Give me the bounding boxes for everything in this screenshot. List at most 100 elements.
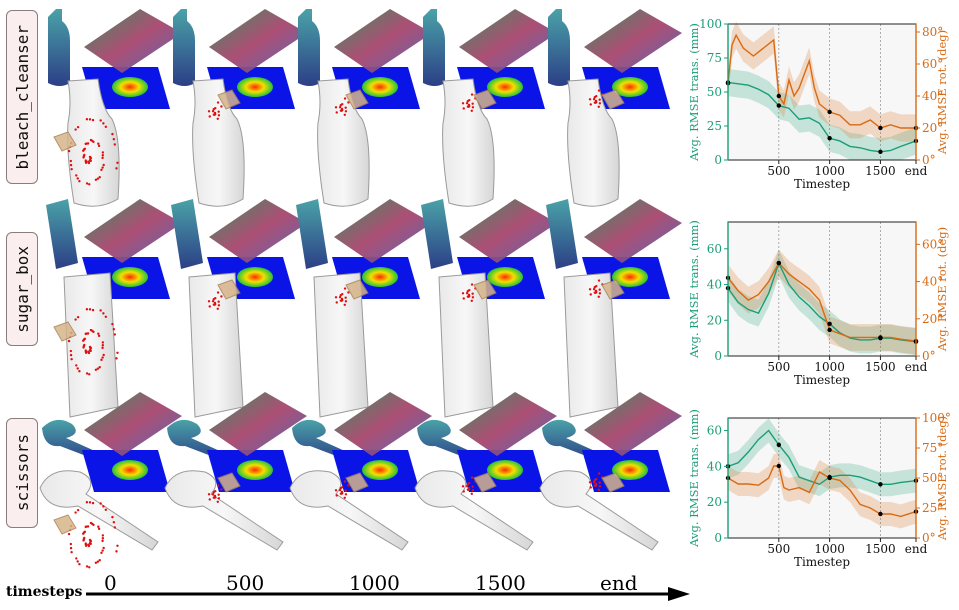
gripper-cube xyxy=(601,472,625,493)
gripper-cube xyxy=(345,279,369,300)
panel-r0-c3 xyxy=(423,9,557,207)
particle xyxy=(208,305,211,308)
particle xyxy=(91,118,95,122)
gripper-cube xyxy=(217,472,241,493)
particle xyxy=(88,308,92,311)
particle xyxy=(94,368,98,371)
trans-marker xyxy=(776,442,782,448)
y-right-tick-label: 60° xyxy=(922,57,943,71)
trans-marker xyxy=(878,482,883,487)
x-tick-label: 1000 xyxy=(814,542,845,556)
rot-marker xyxy=(827,327,832,333)
particle xyxy=(83,536,86,540)
particle xyxy=(70,167,73,171)
particle xyxy=(70,550,73,554)
particle xyxy=(471,106,475,109)
particle xyxy=(69,163,73,167)
particle xyxy=(86,525,90,528)
row-label-sugar-box: sugar_box xyxy=(6,232,38,346)
panel-r2-c2 xyxy=(289,392,432,551)
particle xyxy=(76,560,79,563)
feature-plane xyxy=(459,9,557,73)
rot-marker xyxy=(776,93,782,99)
feature-plane xyxy=(209,199,307,263)
particle xyxy=(465,485,469,488)
x-tick-label: 500 xyxy=(767,542,790,556)
y-left-tick-label: 0 xyxy=(714,153,722,167)
object-render xyxy=(421,199,453,269)
object-mesh xyxy=(567,78,620,207)
contact-blob xyxy=(112,267,148,287)
particle xyxy=(597,89,601,92)
particle xyxy=(84,542,87,545)
particle xyxy=(471,102,474,105)
feature-plane xyxy=(334,199,432,263)
rot-marker xyxy=(776,463,782,469)
particle xyxy=(462,490,465,493)
particle xyxy=(343,480,347,483)
particle xyxy=(70,357,73,361)
y-left-tick-label: 100 xyxy=(699,17,722,31)
particle xyxy=(92,140,95,144)
panel-r1-c2 xyxy=(296,199,432,418)
gripper-cube xyxy=(345,89,369,110)
chart-bleach-cleanser: 0 25 50 75 100 0° 20° 40° 60° 80° 500 1000 1500 end Ti… xyxy=(687,17,949,191)
particle xyxy=(96,560,100,563)
particle xyxy=(88,566,91,569)
timestep-label-0: 0 xyxy=(104,571,117,595)
particle xyxy=(589,486,592,489)
particle xyxy=(339,487,342,490)
particle xyxy=(88,501,92,504)
feature-plane xyxy=(209,9,307,73)
particle xyxy=(99,309,102,312)
particle xyxy=(76,125,80,129)
trans-marker xyxy=(776,103,782,108)
y-right-axis-label: Avg. RMSE rot. (deg) xyxy=(935,416,949,541)
particle xyxy=(592,98,596,101)
gripper-cube xyxy=(53,131,77,152)
particle xyxy=(343,113,346,116)
particle xyxy=(341,491,344,495)
particle xyxy=(113,333,117,336)
particle xyxy=(465,102,469,105)
panel-r0-c0 xyxy=(48,9,182,207)
particle xyxy=(214,302,217,306)
particle xyxy=(343,287,347,290)
particle xyxy=(347,101,350,104)
particle xyxy=(87,160,90,163)
particle xyxy=(470,492,473,495)
particle xyxy=(101,154,105,157)
y-left-axis-label: Avg. RMSE trans. (mm) xyxy=(687,220,701,359)
timesteps-title: timesteps xyxy=(6,584,83,600)
y-right-tick-label: 20° xyxy=(922,312,943,326)
particle xyxy=(115,550,118,553)
particle xyxy=(88,118,92,121)
particle xyxy=(208,498,211,501)
particle xyxy=(214,495,217,499)
panel-r0-c4 xyxy=(548,9,682,207)
panel-r0-c1 xyxy=(173,9,307,207)
x-axis-label: Timestep xyxy=(794,177,850,191)
particle xyxy=(85,501,89,504)
particle xyxy=(101,537,105,540)
contact-blob xyxy=(362,267,398,287)
particle xyxy=(86,332,90,335)
particle xyxy=(98,176,101,179)
particle xyxy=(216,117,219,120)
particle xyxy=(341,108,344,112)
particle xyxy=(334,489,338,492)
row-label-scissors: scissors xyxy=(6,418,38,528)
y-right-tick-label: 75° xyxy=(922,441,943,455)
particle xyxy=(102,163,105,167)
particle xyxy=(598,481,601,484)
y-right-tick-label: 40° xyxy=(922,89,943,103)
particle xyxy=(101,356,104,359)
particle xyxy=(74,128,77,131)
particle xyxy=(99,119,102,122)
particle xyxy=(116,161,119,164)
particle xyxy=(217,497,221,500)
particle xyxy=(91,308,95,312)
contact-blob xyxy=(362,460,398,480)
particle xyxy=(102,353,105,357)
panel-r1-c4 xyxy=(546,199,682,418)
